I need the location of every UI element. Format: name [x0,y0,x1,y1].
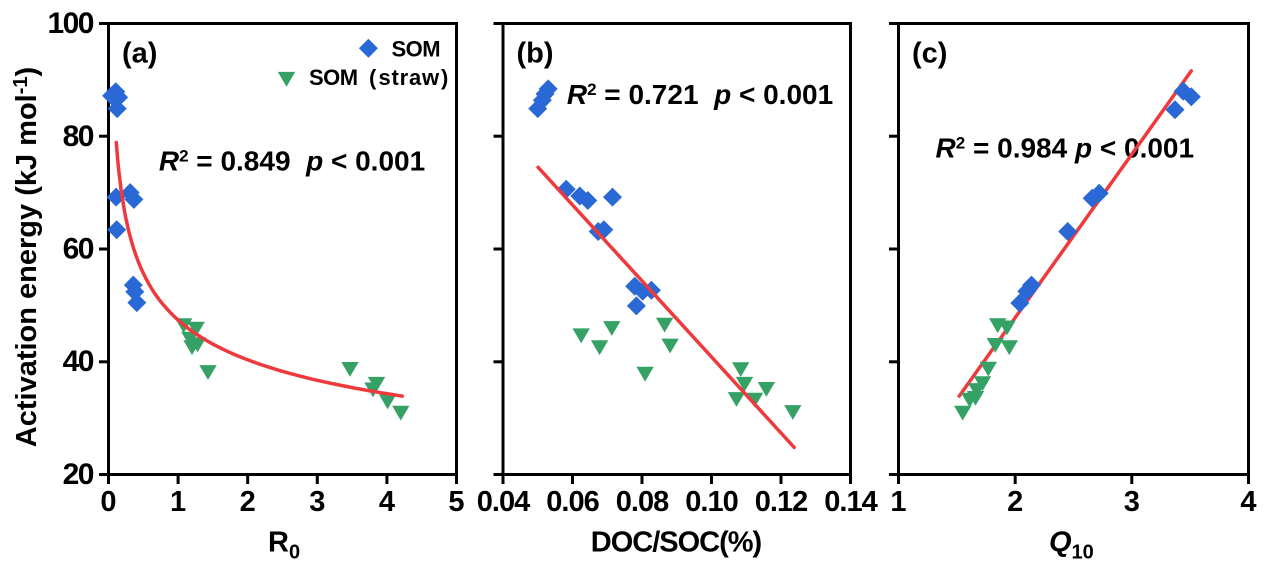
svg-text:2: 2 [1007,486,1023,518]
svg-text:5: 5 [448,486,464,518]
svg-text:20: 20 [63,458,94,491]
svg-text:Q: Q [1049,527,1072,559]
svg-text:Activation energy (kJ mol-1): Activation energy (kJ mol-1) [10,67,43,447]
svg-text:0.10: 0.10 [685,486,737,518]
svg-text:DOC/SOC(%): DOC/SOC(%) [591,527,762,559]
svg-text:2: 2 [240,486,256,518]
svg-text:10: 10 [1072,542,1094,564]
svg-text:0.14: 0.14 [824,486,877,518]
svg-text:(a): (a) [122,38,157,70]
svg-text:4: 4 [379,486,395,518]
svg-text:0.08: 0.08 [616,486,669,518]
svg-text:SOM: SOM [309,65,358,90]
svg-text:1: 1 [890,486,906,518]
svg-text:straw: straw [379,65,441,90]
svg-text:R2 = 0.984 p < 0.001: R2 = 0.984 p < 0.001 [936,133,1195,164]
svg-text:100: 100 [47,7,93,40]
svg-text:0.04: 0.04 [477,486,530,518]
svg-text:R2 = 0.849 p < 0.001: R2 = 0.849 p < 0.001 [159,146,425,177]
svg-text:(: ( [369,65,377,90]
svg-text:0.12: 0.12 [755,486,807,518]
svg-text:(c): (c) [912,38,947,70]
svg-text:(b): (b) [517,38,554,70]
svg-text:60: 60 [63,233,94,266]
svg-text:0.06: 0.06 [546,486,599,518]
svg-text:3: 3 [1124,486,1140,518]
svg-text:): ) [441,65,448,90]
svg-text:0: 0 [100,486,116,518]
svg-text:1: 1 [170,486,186,518]
svg-text:40: 40 [63,345,94,378]
svg-text:SOM: SOM [392,37,441,62]
svg-text:R0: R0 [268,527,300,564]
svg-text:4: 4 [1240,486,1256,518]
svg-text:3: 3 [309,486,325,518]
svg-text:R2 = 0.721 p < 0.001: R2 = 0.721 p < 0.001 [567,79,833,110]
svg-text:80: 80 [63,120,94,153]
